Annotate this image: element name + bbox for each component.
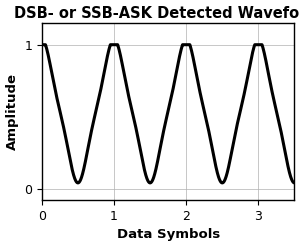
- X-axis label: Data Symbols: Data Symbols: [116, 228, 220, 242]
- Y-axis label: Amplitude: Amplitude: [6, 73, 19, 150]
- Title: DSB- or SSB-ASK Detected Waveform: DSB- or SSB-ASK Detected Waveform: [14, 5, 300, 21]
